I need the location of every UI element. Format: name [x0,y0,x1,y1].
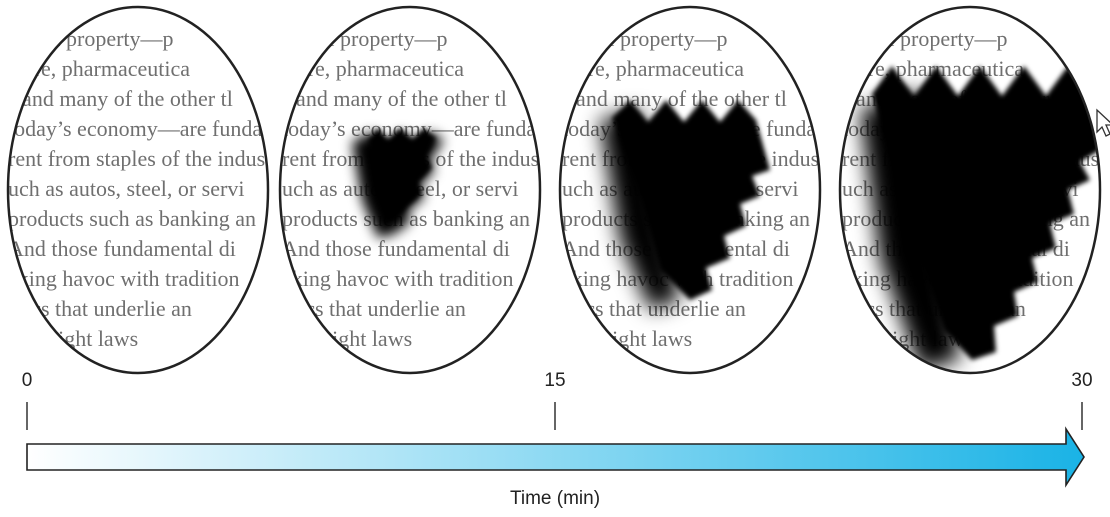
text-line: today’s economy—are funda [8,116,262,141]
diffusion-panel-15min: ects whi ectual property—p ware, pharmaceu… [558,0,822,375]
axis-title: Time (min) [510,488,600,509]
ink-blot [860,66,1100,370]
ink-blot [352,128,444,238]
text-line: s and many of the other tl [562,86,787,111]
text-line: ectual property—p [282,26,448,51]
text-line: And those fundamental di [8,236,236,261]
text-line: ectual property—p [562,26,728,51]
text-line: copyright laws [562,326,692,351]
text-line: ectual property—p [8,26,174,51]
text-line: copyright laws [282,326,412,351]
text-line: products such as banking an [8,206,256,231]
tick-label-15: 15 [544,370,565,391]
timeline: 0 15 30 Time (min) [22,370,1093,509]
tick-label-0: 0 [22,370,33,391]
mouse-pointer-icon [1096,108,1110,137]
diffusion-panel-early: ects whi ectual property—p ware, pharmaceu… [278,0,542,375]
text-line: ectual property—p [842,26,1008,51]
text-line: today’s economy—are funda [282,116,536,141]
text-line: uch as autos, steel, or servi [8,176,244,201]
text-line: ects whi [282,0,355,21]
tick-label-30: 30 [1071,370,1092,391]
text-line: ects whi [842,0,915,21]
text-line: ects whi [8,0,81,21]
time-arrow [26,426,1085,488]
text-line: ware, pharmaceutica [282,56,464,81]
text-line: aking havoc with tradition [282,266,514,291]
text-line: ware, pharmaceutica [562,56,744,81]
panel-border [278,5,542,375]
panel-border [6,5,270,375]
text-line: mics that underlie an [8,296,192,321]
text-line: s and many of the other tl [282,86,507,111]
text-line: s and many of the other tl [8,86,233,111]
ink-blot [600,100,770,310]
text-line: rent from staples of the industr [8,146,279,171]
text-line: aking havoc with tradition [8,266,240,291]
panel-border [558,5,822,375]
text-line: ects whi [562,0,635,21]
text-line: And those fundamental di [282,236,510,261]
panel-border [838,5,1102,375]
